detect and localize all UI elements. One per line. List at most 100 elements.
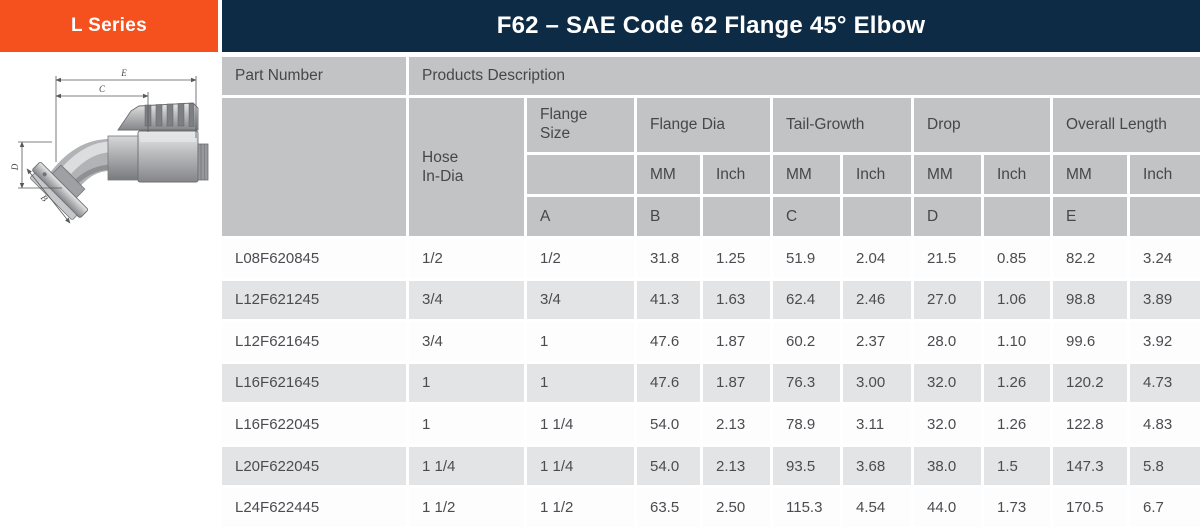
spec-value-cell: 60.2 [773,322,840,361]
header-unit-mm: MM [637,155,700,194]
dim-label-e: E [120,68,127,78]
spec-value-cell: 76.3 [773,363,840,403]
spec-value-cell: 3.00 [843,363,911,403]
spec-value-cell: 1.87 [703,363,770,403]
spec-value-cell: 41.3 [637,280,700,320]
header-unit-mm: MM [914,155,981,194]
header-flange-line1: Flange [540,106,588,123]
spec-value-cell: 147.3 [1053,446,1127,486]
part-number-cell: L16F622045 [222,405,406,444]
spec-value-cell: 44.0 [914,488,981,527]
spec-value-cell: 1 [527,363,634,403]
spec-value-cell: 4.73 [1130,363,1200,403]
spec-value-cell: 122.8 [1053,405,1127,444]
header-letter-blank [1130,197,1200,236]
spec-value-cell: 62.4 [773,280,840,320]
part-number-cell: L20F622045 [222,446,406,486]
header-part-number: Part Number [222,57,406,95]
dim-label-c: C [99,84,106,94]
spec-value-cell: 63.5 [637,488,700,527]
spec-value-cell: 1.87 [703,322,770,361]
header-products-description: Products Description [409,57,1200,95]
header-unit-blank [527,155,634,194]
part-number-cell: L16F621645 [222,363,406,403]
spec-value-cell: 1/2 [409,239,524,278]
spec-value-cell: 99.6 [1053,322,1127,361]
header-unit-inch: Inch [984,155,1050,194]
spec-value-cell: 1 [409,405,524,444]
header-blank-part-number [222,98,406,236]
product-diagram: E C D B [10,60,216,236]
header-group-tail-growth: Tail-Growth [773,98,911,152]
spec-value-cell: 1 1/4 [409,446,524,486]
part-number-cell: L24F622445 [222,488,406,527]
spec-value-cell: 98.8 [1053,280,1127,320]
spec-value-cell: 3.11 [843,405,911,444]
spec-value-cell: 2.50 [703,488,770,527]
dim-label-d: D [10,163,20,171]
spec-value-cell: 1 1/2 [527,488,634,527]
spec-value-cell: 1.5 [984,446,1050,486]
header-hose-in-dia: Hose In-Dia [409,98,524,236]
header-unit-mm: MM [1053,155,1127,194]
spec-value-cell: 21.5 [914,239,981,278]
spec-value-cell: 47.6 [637,322,700,361]
part-number-cell: L08F620845 [222,239,406,278]
title-bar: F62 – SAE Code 62 Flange 45° Elbow [222,0,1200,52]
spec-value-cell: 2.46 [843,280,911,320]
spec-value-cell: 2.37 [843,322,911,361]
spec-value-cell: 3/4 [409,280,524,320]
spec-value-cell: 2.04 [843,239,911,278]
spec-value-cell: 4.54 [843,488,911,527]
header-hose-line1: Hose [422,148,459,166]
spec-value-cell: 1 [527,322,634,361]
spec-value-cell: 1 [409,363,524,403]
header-flange-size: Flange Size [527,98,634,152]
spec-value-cell: 27.0 [914,280,981,320]
header-letter-c: C [773,197,840,236]
spec-value-cell: 3.68 [843,446,911,486]
header-group-overall-length: Overall Length [1053,98,1200,152]
spec-value-cell: 4.83 [1130,405,1200,444]
spec-value-cell: 1.26 [984,363,1050,403]
dimension-labels: E C D B [10,68,127,204]
header-letter-blank [703,197,770,236]
dim-label-b: B [39,193,51,204]
header-group-flange-dia: Flange Dia [637,98,770,152]
spec-value-cell: 78.9 [773,405,840,444]
header-unit-inch: Inch [1130,155,1200,194]
spec-value-cell: 170.5 [1053,488,1127,527]
spec-value-cell: 0.85 [984,239,1050,278]
header-group-drop: Drop [914,98,1050,152]
spec-value-cell: 2.13 [703,446,770,486]
spec-value-cell: 32.0 [914,405,981,444]
spec-value-cell: 1.63 [703,280,770,320]
spec-value-cell: 1 1/4 [527,446,634,486]
header-letter-d: D [914,197,981,236]
spec-value-cell: 54.0 [637,405,700,444]
spec-value-cell: 93.5 [773,446,840,486]
hose-nipple [197,143,209,181]
spec-value-cell: 1 1/2 [409,488,524,527]
spec-value-cell: 54.0 [637,446,700,486]
series-badge: L Series [0,0,218,52]
header-letter-blank [843,197,911,236]
spec-value-cell: 3/4 [409,322,524,361]
header-letter-a: A [527,197,634,236]
part-number-cell: L12F621245 [222,280,406,320]
spec-value-cell: 120.2 [1053,363,1127,403]
spec-value-cell: 47.6 [637,363,700,403]
spec-value-cell: 3.92 [1130,322,1200,361]
spec-value-cell: 1.26 [984,405,1050,444]
spec-value-cell: 1.25 [703,239,770,278]
spec-table: Part Number Products Description Hose In… [222,57,1200,527]
header-unit-inch: Inch [703,155,770,194]
spec-value-cell: 115.3 [773,488,840,527]
part-number-cell: L12F621645 [222,322,406,361]
header-letter-e: E [1053,197,1127,236]
spec-value-cell: 28.0 [914,322,981,361]
spec-value-cell: 51.9 [773,239,840,278]
header-hose-line2: In-Dia [422,168,464,185]
page-title: F62 – SAE Code 62 Flange 45° Elbow [496,12,926,39]
